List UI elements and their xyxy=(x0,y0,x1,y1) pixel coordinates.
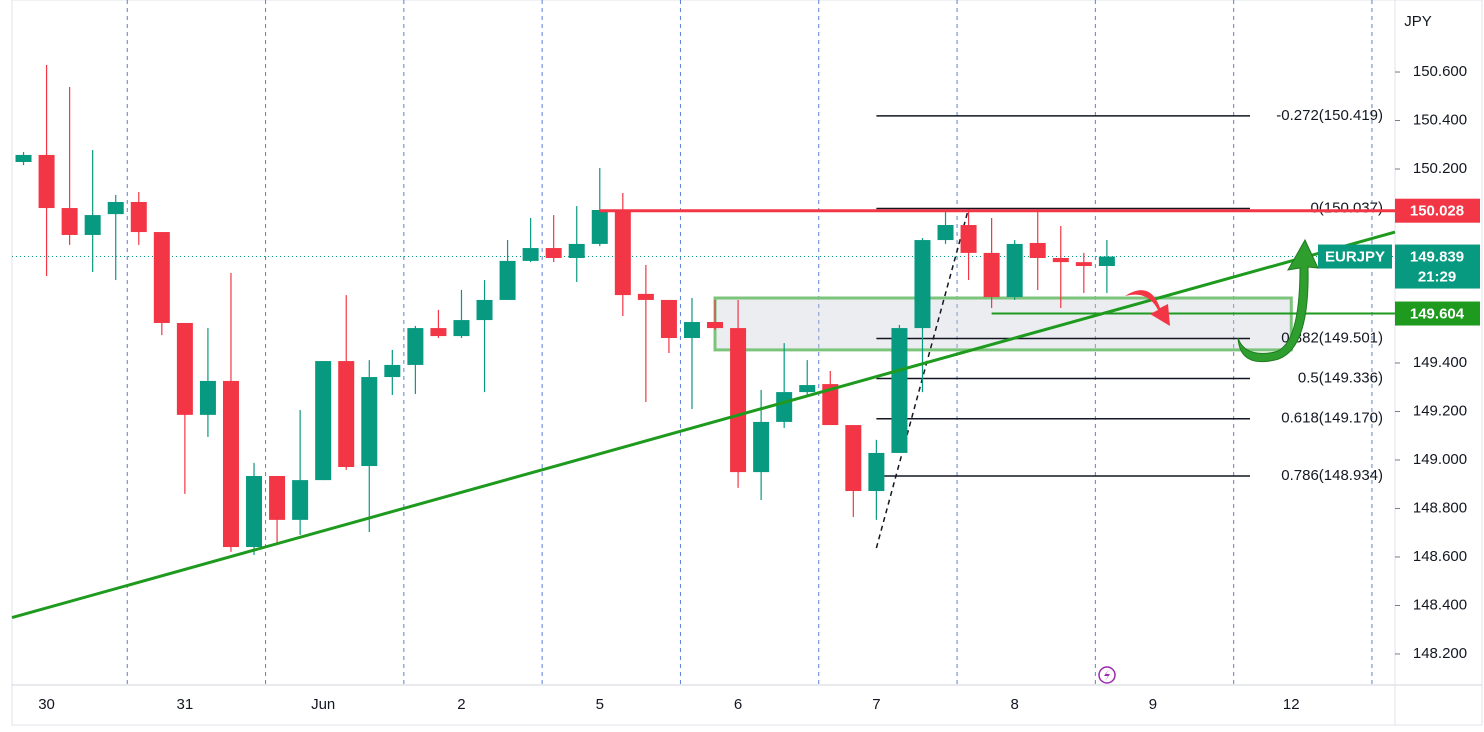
candle-body xyxy=(960,225,977,253)
countdown-label: 21:29 xyxy=(1418,269,1456,286)
unit-label: JPY xyxy=(1404,13,1432,30)
candle-body xyxy=(937,225,954,241)
candle-body xyxy=(15,154,32,162)
candle-body xyxy=(983,252,1000,298)
y-tick-label: 150.400 xyxy=(1413,111,1467,128)
candle-body xyxy=(246,475,263,548)
candle-body xyxy=(683,322,700,339)
candle-body xyxy=(384,364,401,378)
x-tick-label: 30 xyxy=(38,696,55,713)
layer: 150.028 149.604 EURJPY 149.839 21:29 xyxy=(11,198,1480,620)
candle-body xyxy=(361,377,378,467)
y-tick-label: 148.200 xyxy=(1413,645,1467,662)
y-tick-label: 150.200 xyxy=(1413,160,1467,177)
candle-body xyxy=(660,299,677,339)
event-icon-bolt xyxy=(1104,669,1110,681)
candle-body xyxy=(1029,242,1046,258)
fib-label: 0.382(149.501) xyxy=(1281,329,1383,346)
layer xyxy=(15,64,1115,556)
candle-body xyxy=(914,240,931,329)
candle-body xyxy=(730,328,747,473)
candle-body xyxy=(430,328,447,337)
candle-body xyxy=(292,480,309,520)
candle-body xyxy=(407,328,424,365)
support-box xyxy=(1395,301,1480,326)
up-arrow xyxy=(1237,238,1319,363)
candle-body xyxy=(153,232,170,323)
x-tick-label: 8 xyxy=(1011,696,1019,713)
candle-body xyxy=(499,260,516,300)
candle-body xyxy=(199,380,216,415)
candle-body xyxy=(522,248,539,261)
x-tick-label: 2 xyxy=(457,696,465,713)
candle-body xyxy=(269,475,286,520)
last-price-box xyxy=(1395,244,1480,289)
support-label: 149.604 xyxy=(1410,305,1465,322)
resistance-label: 150.028 xyxy=(1410,203,1464,220)
y-tick-label: 150.600 xyxy=(1413,63,1467,80)
candle-body xyxy=(637,293,654,300)
symbol-label: EURJPY xyxy=(1325,249,1385,266)
y-tick-label: 149.200 xyxy=(1413,402,1467,419)
candle-body xyxy=(130,201,147,233)
y-tick-label: 148.600 xyxy=(1413,548,1467,565)
fib-label: 0.5(149.336) xyxy=(1298,369,1383,386)
x-tick-label: 9 xyxy=(1149,696,1157,713)
candle-body xyxy=(38,154,55,209)
candle-body xyxy=(84,215,101,235)
candle-body xyxy=(545,248,562,258)
fib-label: 0.786(148.934) xyxy=(1281,467,1383,484)
candle-body xyxy=(799,385,816,393)
y-tick-label: 149.000 xyxy=(1413,451,1467,468)
candle-body xyxy=(891,328,908,453)
x-tick-label: Jun xyxy=(311,696,335,713)
candle-body xyxy=(1006,243,1023,298)
fib-label: 0.618(149.170) xyxy=(1281,410,1383,427)
candle-body xyxy=(453,320,470,337)
candle-body xyxy=(107,201,124,215)
candle-body xyxy=(591,209,608,244)
x-tick-label: 12 xyxy=(1283,696,1300,713)
candle-body xyxy=(338,361,355,468)
frame xyxy=(11,0,1483,726)
resistance-box xyxy=(1395,198,1480,223)
candle-body xyxy=(176,322,193,415)
trendline xyxy=(11,230,1396,620)
candle-body xyxy=(868,452,885,492)
x-tick-label: 7 xyxy=(872,696,880,713)
candle-body xyxy=(614,209,631,296)
down-arrow xyxy=(1125,290,1170,326)
last-price-label: 149.839 xyxy=(1410,249,1464,266)
y-tick-label: 148.400 xyxy=(1413,596,1467,613)
candle-body xyxy=(568,243,585,258)
x-tick-label: 31 xyxy=(177,696,194,713)
symbol-box xyxy=(1318,244,1392,269)
event-icon[interactable] xyxy=(1098,666,1116,684)
candle-body xyxy=(476,299,493,321)
candle-body xyxy=(1075,262,1092,266)
candle-body xyxy=(753,421,770,473)
fib-label: 0(150.037) xyxy=(1310,199,1383,216)
x-tick-label: 5 xyxy=(596,696,604,713)
candle-body xyxy=(222,380,239,548)
x-tick-label: 6 xyxy=(734,696,742,713)
y-tick-label: 149.400 xyxy=(1413,354,1467,371)
candle-body xyxy=(822,384,839,426)
candle-body xyxy=(776,392,793,422)
candle-body xyxy=(1098,256,1115,266)
y-tick-label: 148.800 xyxy=(1413,499,1467,516)
candle-body xyxy=(1052,257,1069,263)
fib-label: -0.272(150.419) xyxy=(1276,107,1383,124)
candle-body xyxy=(315,361,332,481)
candle-body xyxy=(61,208,78,235)
candle-body xyxy=(845,425,862,492)
candle-body xyxy=(707,322,724,329)
